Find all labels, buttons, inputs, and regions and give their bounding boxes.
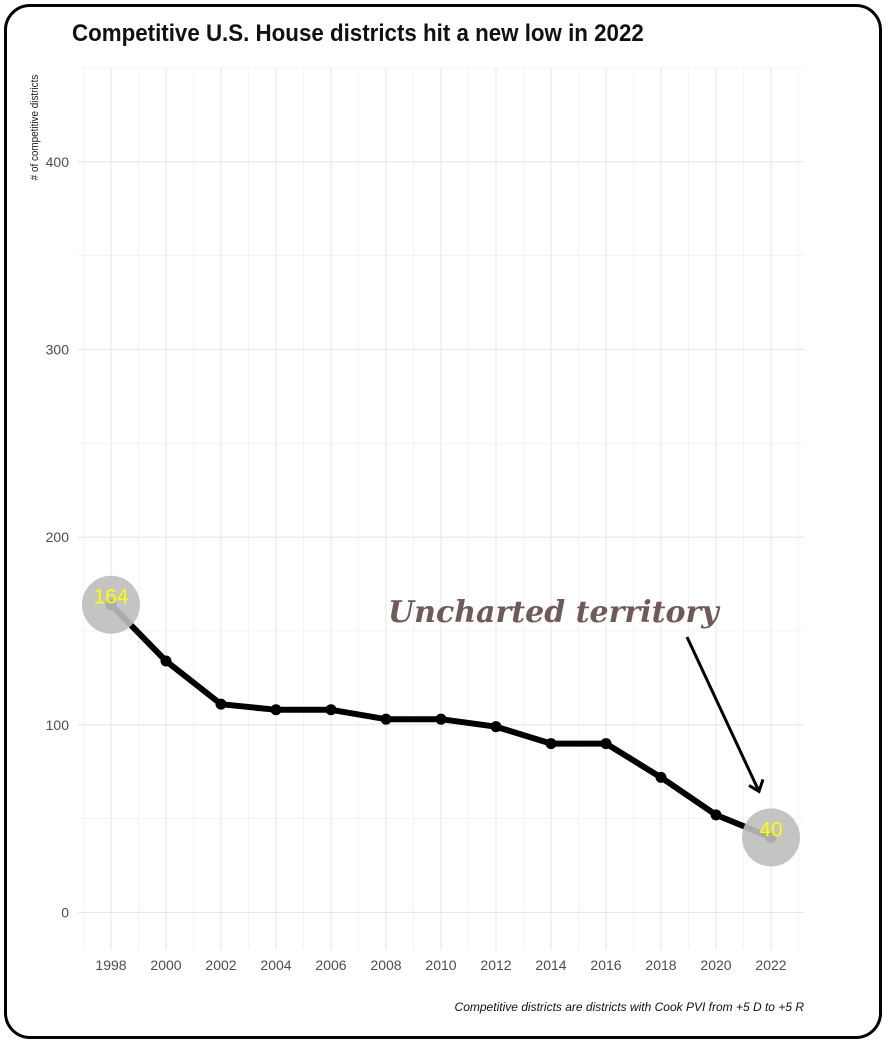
grid-lines: [78, 67, 804, 950]
annotation-arrow: [685, 636, 761, 793]
data-point: [655, 771, 667, 783]
x-tick-label: 2000: [150, 957, 181, 973]
data-point: [270, 704, 282, 716]
y-tick-label: 400: [46, 154, 70, 170]
x-tick-label: 2010: [425, 957, 456, 973]
y-tick-label: 200: [46, 529, 70, 545]
y-tick-label: 0: [61, 904, 69, 920]
data-point: [490, 721, 502, 733]
data-point: [325, 704, 337, 716]
x-tick-label: 2012: [480, 957, 511, 973]
y-axis-ticks: 0 100 200 300 400: [46, 154, 70, 921]
data-point: [600, 738, 612, 750]
highlight-circle: [742, 808, 800, 867]
chart-caption: Competitive districts are districts with…: [454, 1000, 804, 1014]
y-tick-label: 300: [46, 341, 70, 357]
highlight-markers: 164 40: [82, 575, 800, 867]
data-point: [215, 698, 227, 710]
x-tick-label: 2016: [590, 957, 621, 973]
highlight-label: 164: [93, 586, 128, 609]
data-point: [160, 655, 172, 667]
annotation-arrowhead: [748, 778, 765, 794]
x-tick-label: 2020: [700, 957, 731, 973]
data-point: [545, 738, 557, 750]
annotation-text: Uncharted territory: [388, 595, 721, 630]
data-point: [710, 809, 722, 821]
x-tick-label: 1998: [95, 957, 126, 973]
chart-title: Competitive U.S. House districts hit a n…: [72, 20, 644, 47]
data-point: [380, 713, 392, 725]
annotation-group: Uncharted territory: [388, 595, 765, 794]
highlight-circle: [82, 575, 140, 634]
x-tick-label: 2014: [535, 957, 566, 973]
y-tick-label: 100: [46, 717, 70, 733]
chart-frame: [4, 4, 882, 1039]
x-tick-label: 2018: [645, 957, 676, 973]
x-axis-ticks: 1998 2000 2002 2004 2006 2008 2010 2012 2014 2016…: [95, 957, 786, 973]
x-tick-label: 2008: [370, 957, 401, 973]
x-tick-label: 2006: [315, 957, 346, 973]
x-tick-label: 2002: [205, 957, 236, 973]
x-tick-label: 2022: [755, 957, 786, 973]
data-point: [435, 713, 447, 725]
highlight-label: 40: [759, 818, 782, 841]
x-tick-label: 2004: [260, 957, 291, 973]
